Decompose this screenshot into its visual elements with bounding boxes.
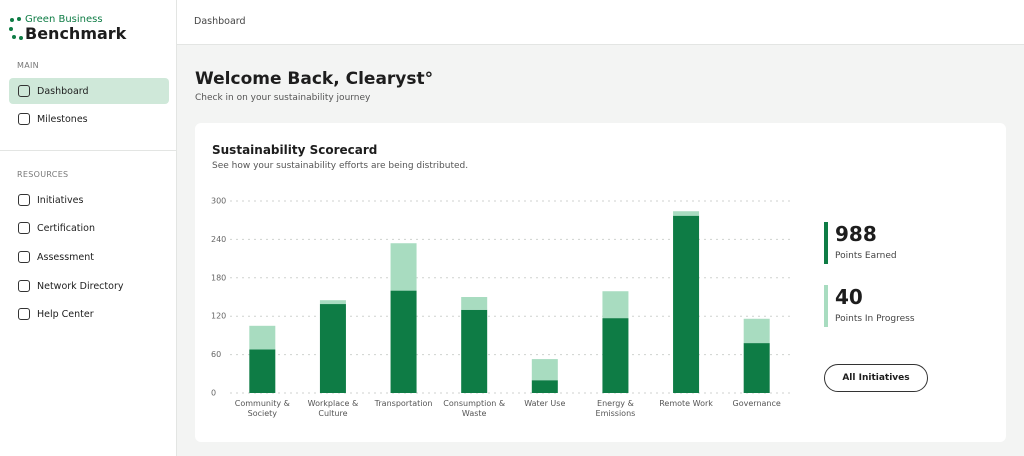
bar-segment — [461, 309, 488, 393]
bar-segment — [390, 243, 417, 291]
chart: 0 60 120 180 240 300 — [211, 197, 792, 398]
nav-icon — [18, 222, 30, 234]
stat-label: Points Earned — [835, 251, 897, 261]
all-initiatives-button[interactable]: All Initiatives — [824, 364, 928, 392]
nav-icon — [18, 308, 30, 320]
stat-bar — [824, 222, 828, 264]
y-tick-label: 0 — [211, 389, 216, 398]
logo-line2: Benchmark — [25, 24, 127, 43]
bar-segment — [461, 297, 488, 310]
nav-item[interactable]: Network Directory — [9, 273, 169, 299]
x-tick-label: Consumption & Waste — [443, 399, 506, 418]
nav-icon — [18, 194, 30, 206]
header: Dashboard — [177, 0, 1024, 45]
bar-segment — [743, 343, 770, 393]
nav-label: Certification — [37, 222, 95, 234]
bar-segment — [673, 215, 700, 393]
stat-value: 988 — [835, 222, 877, 246]
nav-label: Help Center — [37, 308, 94, 320]
chart-subtitle: See how your sustainability efforts are … — [212, 161, 469, 171]
nav-item[interactable]: Assessment — [9, 244, 169, 270]
stat-bar — [824, 285, 828, 327]
logo-line1: Green Business — [25, 14, 103, 25]
bar-segment — [673, 211, 700, 216]
x-tick-label: Energy & Emissions — [595, 399, 636, 418]
x-tick-label: Workplace & Culture — [307, 399, 359, 418]
bar-segment — [602, 291, 629, 319]
bar-segment — [390, 290, 417, 393]
bar-segment — [249, 325, 276, 350]
x-tick-label: Community & Society — [234, 399, 290, 418]
nav-icon — [18, 251, 30, 263]
stat-label: Points In Progress — [835, 314, 915, 324]
x-tick-label: Remote Work — [659, 399, 713, 408]
x-tick-label: Governance — [732, 399, 781, 408]
chart-title: Sustainability Scorecard — [212, 143, 378, 157]
nav-item[interactable]: Help Center — [9, 301, 169, 327]
x-tick-label: Water Use — [524, 399, 566, 408]
section-title: RESOURCES — [17, 170, 69, 179]
logo-icon — [9, 17, 23, 40]
breadcrumb: Dashboard — [194, 16, 246, 27]
nav-item[interactable]: Dashboard — [9, 78, 169, 104]
nav-label: Network Directory — [37, 280, 124, 292]
y-tick-label: 120 — [211, 312, 226, 321]
y-tick-label: 300 — [211, 197, 226, 206]
nav-icon — [18, 85, 30, 97]
scorecard-card: Sustainability Scorecard See how your su… — [195, 123, 1006, 442]
y-tick-label: 240 — [211, 235, 226, 244]
section-title: MAIN — [17, 61, 39, 70]
bar-segment — [531, 380, 558, 393]
sidebar: Green Business Benchmark MAIN Dashboard Mi… — [0, 0, 177, 456]
bar-segment — [602, 318, 629, 393]
nav-label: Dashboard — [37, 85, 89, 97]
nav-item[interactable]: Initiatives — [9, 187, 169, 213]
bar-segment — [319, 300, 346, 305]
nav-icon — [18, 113, 30, 125]
divider — [0, 150, 176, 151]
welcome-subtitle: Check in on your sustainability journey — [195, 93, 371, 103]
stat-value: 40 — [835, 285, 863, 309]
nav-label: Milestones — [37, 113, 88, 125]
nav-label: Initiatives — [37, 194, 84, 206]
x-tick-label: Transportation — [374, 399, 433, 408]
nav-label: Assessment — [37, 251, 94, 263]
bar-segment — [249, 349, 276, 393]
bar-segment — [743, 318, 770, 344]
bar-segment — [319, 304, 346, 393]
nav-item[interactable]: Milestones — [9, 106, 169, 132]
nav-item[interactable]: Certification — [9, 215, 169, 241]
bar-segment — [531, 359, 558, 381]
y-tick-label: 180 — [211, 273, 226, 282]
nav-icon — [18, 280, 30, 292]
y-tick-label: 60 — [211, 350, 221, 359]
welcome-title: Welcome Back, Clearyst° — [195, 69, 434, 89]
